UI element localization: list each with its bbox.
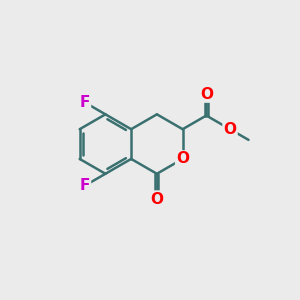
Text: F: F — [80, 178, 90, 193]
Text: O: O — [200, 87, 213, 102]
Text: O: O — [176, 152, 189, 166]
Text: O: O — [224, 122, 236, 137]
Text: O: O — [150, 191, 164, 206]
Text: F: F — [80, 95, 90, 110]
